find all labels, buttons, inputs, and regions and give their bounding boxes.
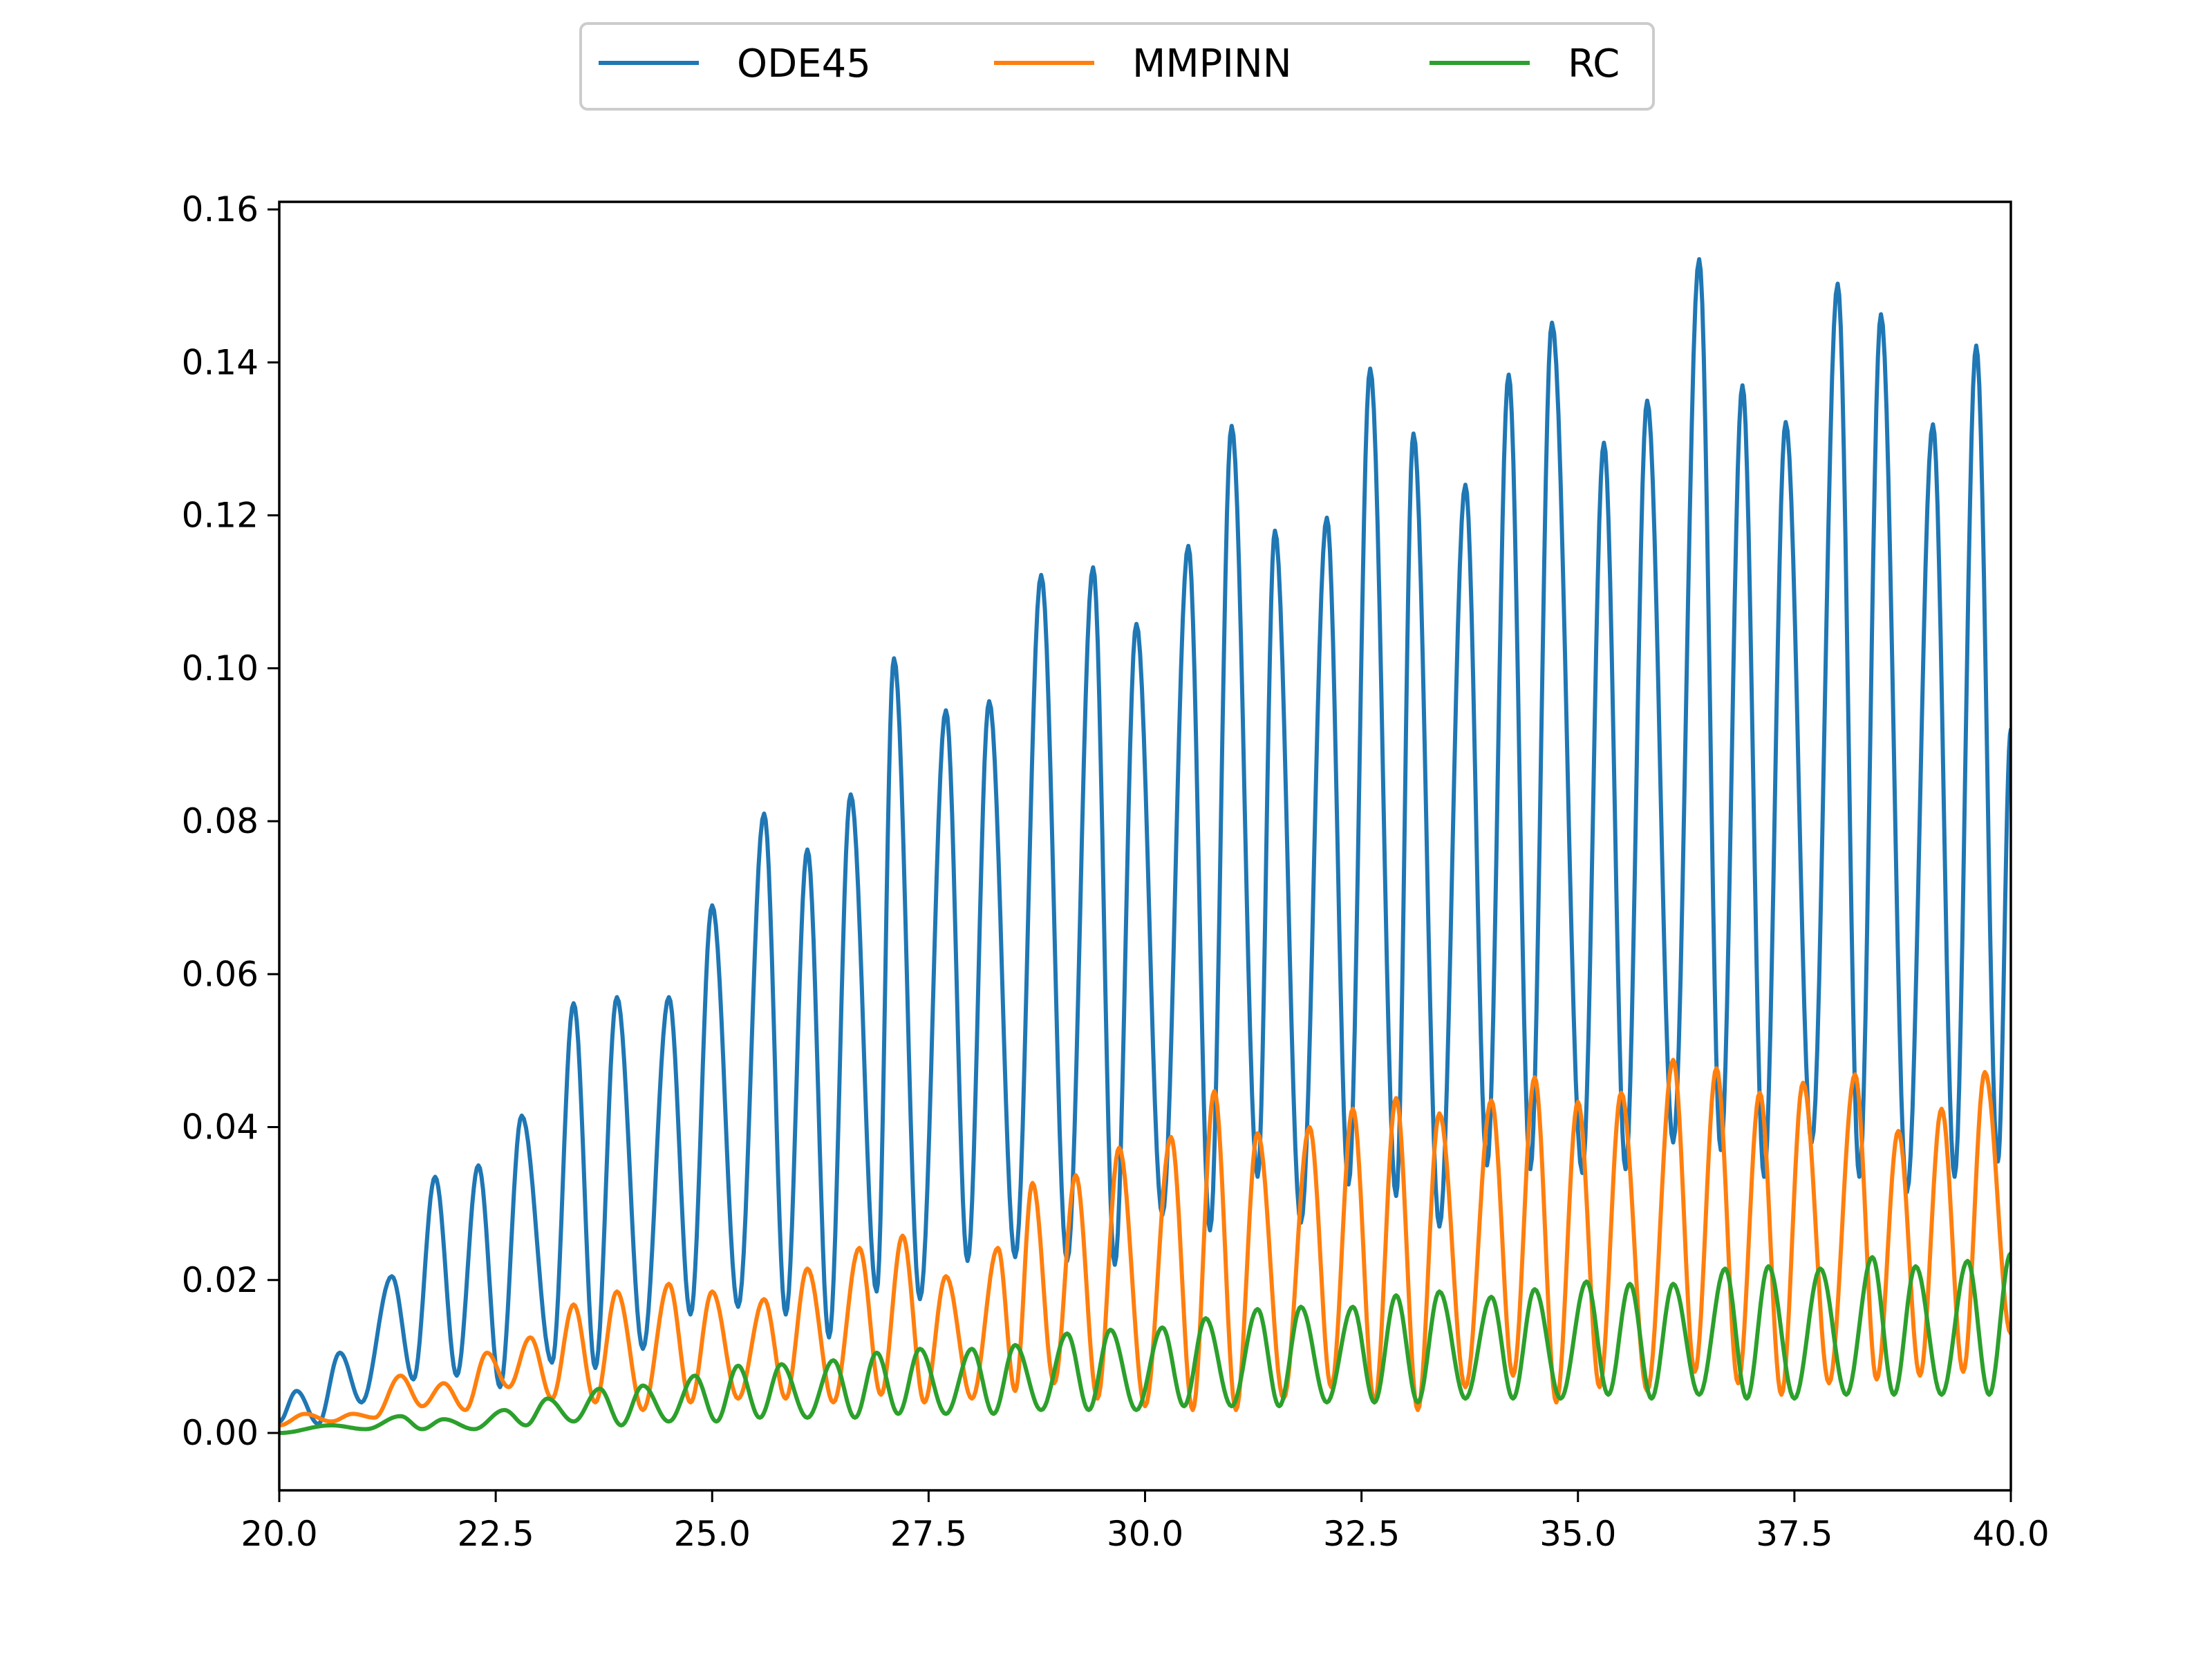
x-tick-label: 27.5 [890, 1514, 967, 1554]
y-tick-label: 0.02 [182, 1260, 259, 1300]
y-tick-label: 0.06 [182, 954, 259, 994]
legend: ODE45 MMPINN RC [579, 22, 1655, 111]
legend-label-mmpinn: MMPINN [1132, 41, 1292, 86]
legend-box [579, 22, 1655, 111]
series-line-mmpinn [279, 1058, 2011, 1427]
y-tick-label: 0.00 [182, 1413, 259, 1453]
x-tick-label: 40.0 [1972, 1514, 2049, 1554]
y-tick-label: 0.12 [182, 496, 259, 536]
y-tick-label: 0.16 [182, 189, 259, 229]
y-tick-label: 0.04 [182, 1107, 259, 1147]
x-tick-label: 20.0 [241, 1514, 317, 1554]
x-tick-label: 32.5 [1323, 1514, 1400, 1554]
series-line-rc [279, 1251, 2011, 1435]
series-layer [279, 257, 2011, 1435]
series-line-ode45 [279, 257, 2011, 1426]
x-tick-label: 37.5 [1756, 1514, 1833, 1554]
y-tick-label: 0.08 [182, 801, 259, 841]
y-tick-label: 0.14 [182, 342, 259, 382]
legend-label-ode45: ODE45 [737, 41, 871, 86]
y-tick-label: 0.10 [182, 648, 259, 688]
x-tick-label: 22.5 [457, 1514, 534, 1554]
x-tick-label: 30.0 [1107, 1514, 1183, 1554]
y-axis: 0.00 0.02 0.04 0.06 0.08 0.10 0.12 0.14 0.16 [182, 189, 279, 1453]
legend-label-rc: RC [1568, 41, 1620, 86]
x-tick-label: 35.0 [1539, 1514, 1616, 1554]
x-tick-label: 25.0 [674, 1514, 751, 1554]
x-axis: 20.0 22.5 25.0 27.5 30.0 32.5 35.0 37.5 40.0 [241, 1490, 2050, 1554]
